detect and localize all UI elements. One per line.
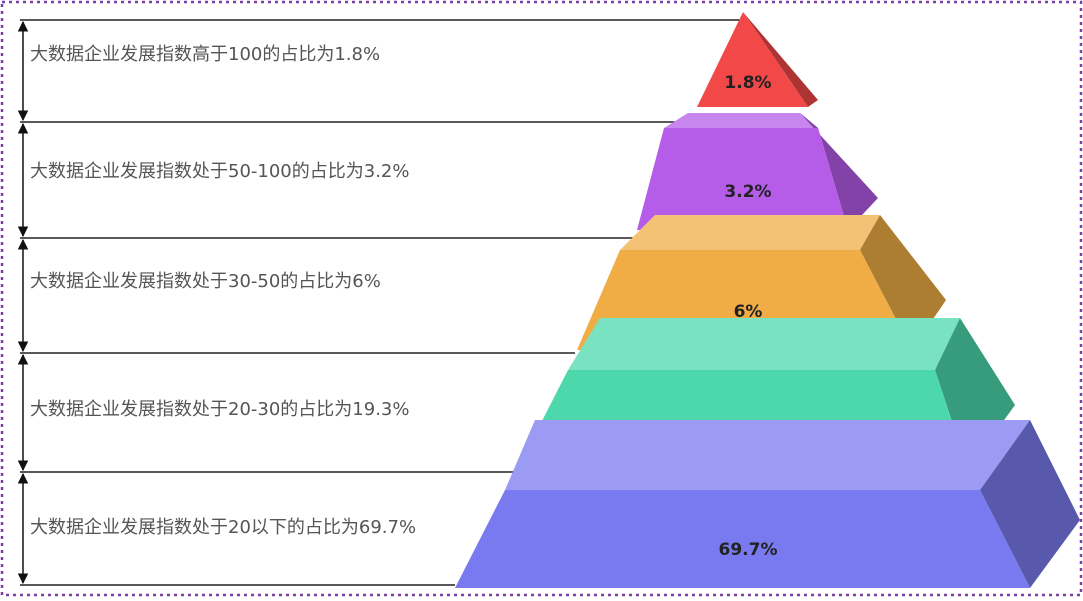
value-label: 3.2% (724, 182, 771, 202)
category-label: 大数据企业发展指数处于30-50的占比为6% (30, 271, 381, 292)
value-label: 6% (734, 302, 763, 322)
layer-front (697, 12, 808, 107)
layer-front (637, 128, 848, 230)
layer-side (980, 420, 1080, 588)
category-label: 大数据企业发展指数处于20以下的占比为69.7% (30, 517, 416, 538)
layer-side (743, 12, 818, 107)
layer-side (860, 215, 946, 350)
layer-top (568, 318, 960, 370)
layer-front (455, 490, 1030, 588)
layer-top (505, 420, 1030, 490)
category-label: 大数据企业发展指数处于50-100的占比为3.2% (30, 161, 409, 182)
category-label: 大数据企业发展指数高于100的占比为1.8% (30, 44, 380, 65)
layer-top (620, 215, 880, 250)
layer-top (664, 113, 818, 128)
value-label: 1.8% (724, 73, 771, 93)
category-label: 大数据企业发展指数处于20-30的占比为19.3% (30, 399, 409, 420)
value-label: 69.7% (719, 540, 778, 560)
layer-side (800, 113, 878, 230)
